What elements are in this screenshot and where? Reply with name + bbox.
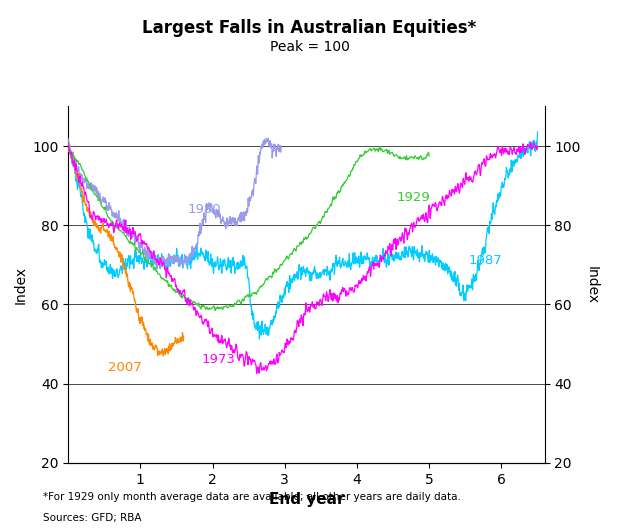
Text: 1980: 1980	[188, 203, 221, 216]
Text: 1987: 1987	[469, 254, 503, 268]
Text: 2007: 2007	[108, 361, 142, 375]
Text: Largest Falls in Australian Equities*: Largest Falls in Australian Equities*	[142, 19, 477, 37]
Text: *For 1929 only month average data are available; all other years are daily data.: *For 1929 only month average data are av…	[43, 492, 461, 502]
Text: Sources: GFD; RBA: Sources: GFD; RBA	[43, 513, 142, 523]
Text: Peak = 100: Peak = 100	[269, 40, 350, 54]
Y-axis label: Index: Index	[585, 265, 599, 304]
X-axis label: End year: End year	[269, 492, 344, 507]
Text: 1973: 1973	[202, 353, 236, 367]
Text: 1929: 1929	[397, 191, 430, 204]
Y-axis label: Index: Index	[14, 265, 28, 304]
